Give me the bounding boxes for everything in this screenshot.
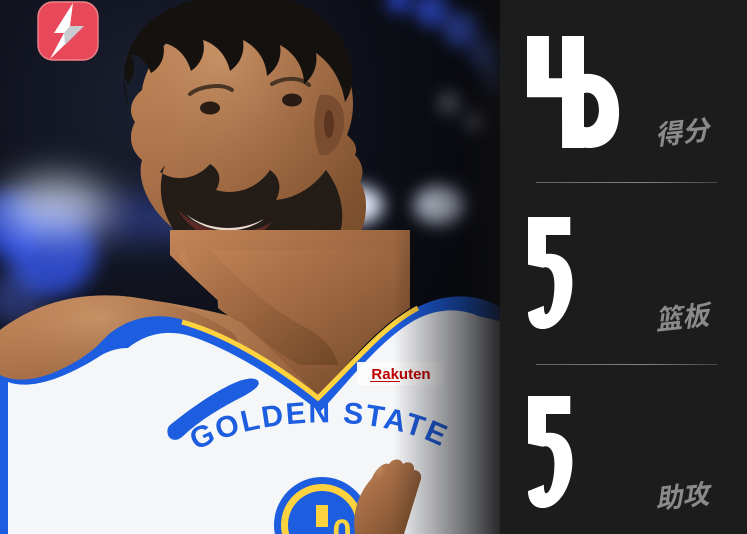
svg-text:篮板: 篮板	[653, 293, 715, 338]
svg-text:得分: 得分	[653, 108, 714, 153]
svg-text:助攻: 助攻	[653, 472, 715, 517]
